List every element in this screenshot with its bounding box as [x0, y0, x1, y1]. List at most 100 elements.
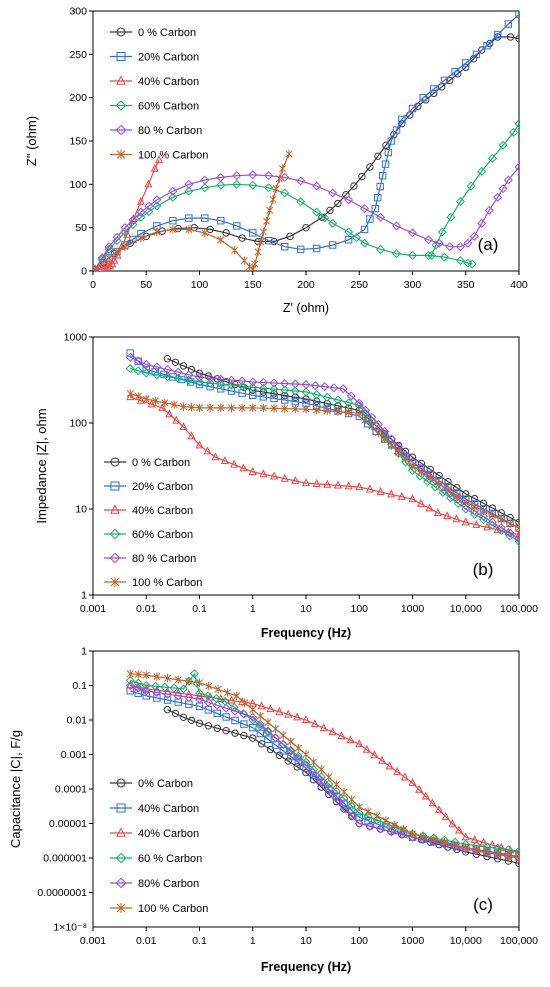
- data-point: [451, 840, 459, 850]
- data-point: [415, 471, 425, 481]
- data-point: [514, 848, 519, 857]
- data-point: [173, 367, 183, 377]
- data-point: [484, 205, 494, 215]
- data-point: [323, 406, 331, 415]
- data-point: [222, 726, 230, 735]
- data-point: [505, 528, 515, 538]
- x-tick-label: 1: [250, 935, 256, 947]
- series-line: [431, 123, 519, 256]
- data-point: [392, 126, 401, 134]
- data-point: [415, 784, 424, 793]
- data-point: [163, 673, 172, 683]
- data-point: [281, 396, 289, 404]
- data-point: [367, 412, 377, 422]
- data-point: [249, 391, 257, 399]
- x-tick-label: 100: [350, 935, 368, 947]
- data-point: [358, 172, 366, 181]
- data-point: [408, 829, 417, 839]
- data-point: [365, 484, 374, 493]
- y-axis-label: Z" (ohm): [24, 116, 39, 166]
- data-point: [515, 11, 519, 19]
- data-point: [451, 67, 459, 76]
- data-point: [408, 104, 417, 113]
- data-point: [374, 428, 382, 437]
- data-point: [125, 364, 135, 374]
- data-point: [478, 512, 489, 522]
- data-point: [446, 76, 454, 85]
- data-point: [187, 403, 196, 412]
- data-point: [428, 798, 437, 807]
- data-point: [421, 791, 430, 800]
- data-point: [231, 716, 239, 725]
- data-point: [325, 772, 333, 782]
- data-point: [302, 404, 310, 414]
- data-point: [264, 183, 274, 193]
- data-point: [259, 393, 268, 401]
- data-point: [503, 175, 513, 185]
- data-point: [317, 765, 325, 774]
- data-point: [448, 818, 457, 827]
- data-point: [408, 778, 417, 786]
- data-point: [272, 724, 280, 734]
- data-point: [152, 201, 162, 211]
- data-point: [195, 403, 204, 413]
- data-point: [248, 382, 258, 392]
- x-tick-label: 50: [140, 279, 152, 291]
- series-5: [126, 389, 519, 533]
- data-point: [407, 250, 418, 260]
- data-point: [382, 816, 390, 825]
- data-point: [173, 691, 183, 701]
- legend-entry: 0 % Carbon: [132, 457, 190, 469]
- legend-marker: [116, 778, 126, 788]
- data-point: [134, 670, 142, 679]
- data-point: [195, 440, 204, 449]
- x-tick-label: 1: [250, 603, 256, 615]
- data-point: [515, 35, 519, 43]
- data-point: [444, 477, 452, 486]
- data-point: [434, 238, 444, 248]
- data-point: [487, 153, 497, 163]
- data-point: [281, 243, 289, 251]
- y-tick-label: 0.0001: [55, 784, 87, 796]
- data-point: [348, 811, 358, 821]
- x-tick-label: 10: [300, 935, 312, 947]
- data-point: [334, 797, 344, 807]
- data-point: [240, 720, 248, 728]
- data-point: [320, 213, 330, 223]
- data-point: [346, 391, 356, 401]
- data-point: [216, 172, 226, 182]
- data-point: [301, 760, 311, 770]
- x-tick-label: 10,000: [450, 935, 482, 947]
- data-point: [444, 485, 452, 495]
- data-point: [136, 196, 145, 205]
- data-point: [388, 441, 396, 450]
- data-point: [425, 503, 434, 512]
- data-point: [408, 453, 417, 461]
- legend-marker: [116, 149, 126, 160]
- data-point: [216, 180, 226, 190]
- data-point: [266, 206, 274, 215]
- data-point: [302, 223, 310, 232]
- data-point: [392, 249, 402, 259]
- data-point: [153, 227, 161, 237]
- legend-entry: 40% Carbon: [138, 76, 199, 88]
- data-point: [189, 669, 199, 679]
- data-point: [435, 471, 443, 480]
- data-point: [371, 204, 379, 213]
- data-point: [185, 225, 193, 234]
- data-point: [466, 181, 476, 191]
- data-point: [344, 481, 353, 490]
- data-point: [232, 171, 242, 181]
- data-point: [407, 228, 418, 238]
- data-point: [345, 408, 353, 417]
- data-point: [221, 703, 231, 713]
- data-point: [506, 33, 515, 41]
- data-point: [184, 186, 194, 196]
- data-point: [494, 31, 502, 39]
- data-point: [378, 755, 387, 764]
- data-point: [168, 192, 178, 202]
- data-point: [453, 491, 461, 501]
- data-point: [136, 212, 146, 222]
- data-point: [316, 772, 326, 782]
- legend-marker: [116, 75, 126, 85]
